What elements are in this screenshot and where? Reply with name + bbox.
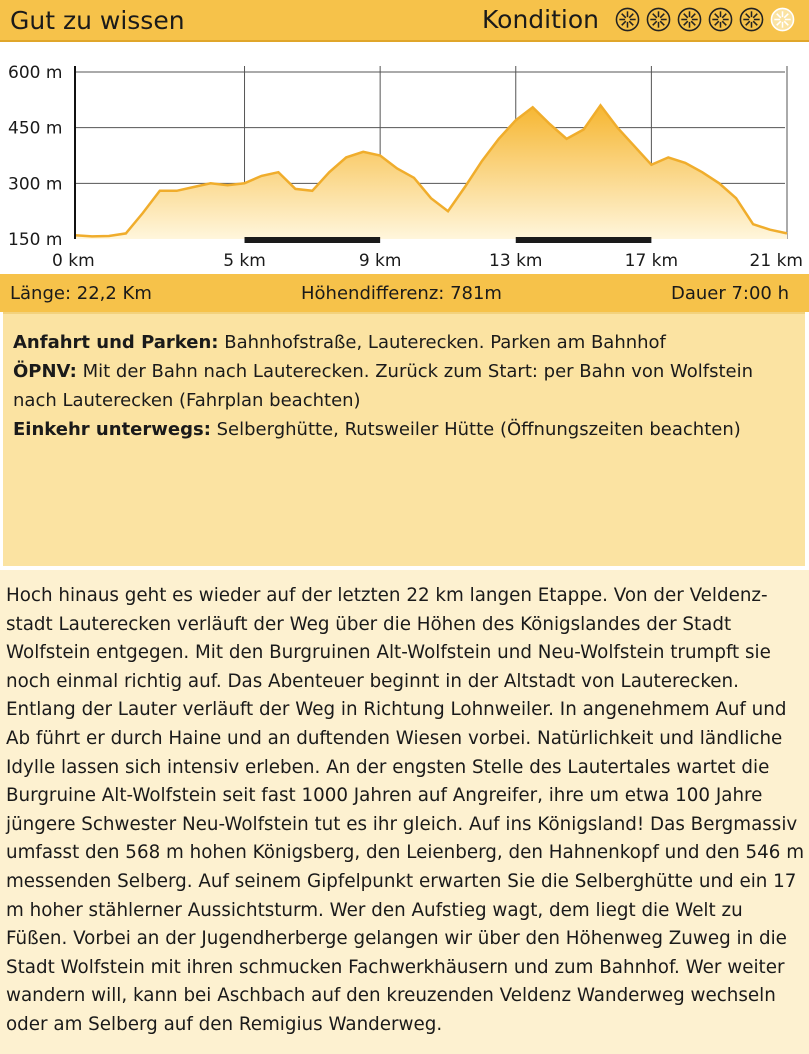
elevation-profile-svg: 600 m 450 m 300 m 150 m0 km 5 km 9 km 13 km 17 … [8, 63, 803, 271]
transit-text: Mit der Bahn nach Lauterecken. Zurück zu… [13, 361, 754, 411]
sun-filled-icon [739, 7, 764, 32]
stop-info: Einkehr unterwegs: Selberghütte, Rutswei… [13, 415, 795, 444]
sun-filled-icon [677, 7, 702, 32]
x-tick-label: 21 km [750, 251, 803, 271]
sun-filled-icon [646, 7, 671, 32]
transit-info: ÖPNV: Mit der Bahn nach Lauterecken. Zur… [13, 357, 795, 415]
parking-label: Anfahrt und Parken: [13, 332, 219, 353]
x-tick-label: 17 km [625, 251, 678, 271]
sun-filled-icon [615, 7, 640, 32]
x-tick-label: 5 km [223, 251, 266, 271]
stop-text: Selberghütte, Rutsweiler Hütte (Öffnungs… [210, 419, 741, 440]
y-tick-label: 600 m [8, 63, 62, 83]
x-tick-label: 0 km [52, 251, 95, 271]
sun-empty-icon [770, 7, 795, 32]
elevation-line [74, 103, 788, 238]
y-tick-label: 150 m [8, 230, 62, 250]
parking-info: Anfahrt und Parken: Bahnhofstraße, Laute… [13, 328, 795, 357]
parking-text: Bahnhofstraße, Lauterecken. Parken am Ba… [218, 332, 666, 353]
elevation-area [75, 105, 787, 240]
description-text: Hoch hinaus geht es wieder auf der letzt… [0, 570, 809, 1054]
kondition-label: Kondition [482, 5, 599, 34]
x-tick-label: 9 km [359, 251, 402, 271]
header-bar: Gut zu wissen Kondition [0, 0, 809, 42]
elevation-stat: Höhendifferenz: 781m [301, 283, 502, 304]
section-title: Gut zu wissen [10, 6, 185, 35]
info-box: Anfahrt und Parken: Bahnhofstraße, Laute… [3, 312, 805, 566]
length-stat: Länge: 22,2 Km [10, 283, 152, 304]
stop-label: Einkehr unterwegs: [13, 419, 211, 440]
highlight-segment-bar [244, 237, 381, 243]
stats-bar: Länge: 22,2 Km Höhendifferenz: 781m Daue… [0, 274, 809, 312]
sun-rating-icons [609, 7, 795, 32]
kondition-rating: Kondition [482, 5, 795, 34]
duration-stat: Dauer 7:00 h [670, 283, 789, 304]
sun-filled-icon [708, 7, 733, 32]
y-tick-label: 450 m [8, 119, 62, 139]
x-tick-label: 13 km [489, 251, 542, 271]
y-tick-label: 300 m [8, 174, 62, 194]
highlight-segment-bar [515, 237, 652, 243]
transit-label: ÖPNV: [13, 361, 77, 382]
